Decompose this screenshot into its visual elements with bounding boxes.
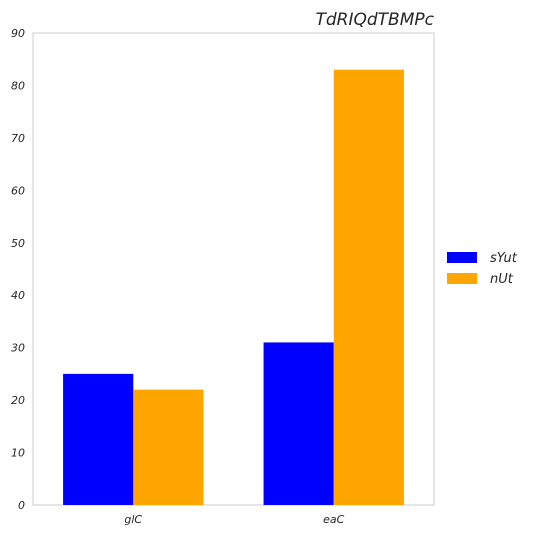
legend-swatch-sYut [447,252,477,263]
x-axis: glC eaC [124,513,344,526]
bars-layer [63,69,404,505]
y-tick-label: 70 [11,132,25,145]
y-tick-label: 40 [11,289,25,302]
bar-nUt-eaC [333,69,404,505]
y-tick-label: 10 [11,447,25,460]
legend-swatch-nUt [447,273,477,284]
y-tick-label: 0 [18,499,25,512]
y-tick-label: 60 [11,184,25,197]
legend-label-sYut: sYut [490,251,518,266]
legend: sYut nUt [447,251,518,287]
y-tick-label: 30 [11,342,25,355]
bar-nUt-glC [133,389,204,505]
chart-title: TdRIQdTBMPc [316,10,435,30]
y-axis: 0 10 20 30 40 50 60 70 80 90 [11,27,25,512]
legend-label-nUt: nUt [490,272,514,287]
y-tick-label: 90 [11,27,25,40]
y-tick-label: 20 [11,394,25,407]
bar-sYut-eaC [263,342,334,505]
x-tick-label: eaC [323,513,345,526]
bar-sYut-glC [63,373,134,505]
y-tick-label: 50 [11,237,25,250]
y-tick-label: 80 [11,79,25,92]
x-tick-label: glC [124,513,142,526]
